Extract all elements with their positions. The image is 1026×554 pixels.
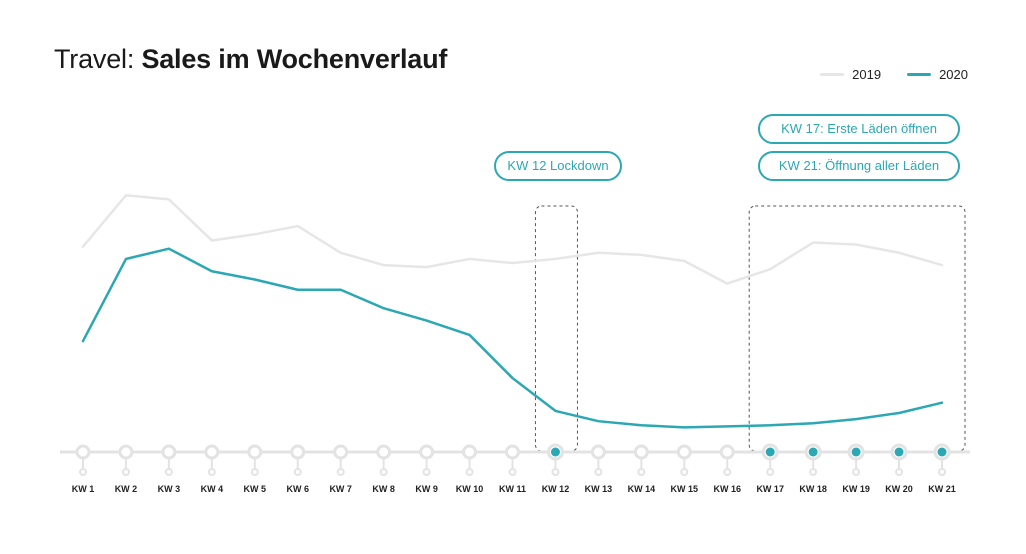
x-tick-label-9: KW 9	[415, 484, 438, 494]
legend-label-2020: 2020	[939, 67, 968, 82]
x-tick-label-6: KW 6	[287, 484, 310, 494]
tick-marker-3	[161, 444, 177, 460]
tick-dot-3	[164, 468, 173, 476]
tick-marker-4	[204, 444, 220, 460]
tick-marker-1	[75, 444, 91, 460]
series-line-2020	[81, 247, 944, 429]
x-tick-label-13: KW 13	[585, 484, 613, 494]
tick-dot-7	[336, 468, 345, 476]
tick-dot-1	[79, 468, 87, 476]
tick-marker-14	[633, 444, 649, 460]
legend-item-2019: 2019	[820, 67, 881, 82]
tick-marker-16	[719, 444, 735, 460]
tick-dot-12	[551, 468, 560, 476]
tick-marker-10	[462, 444, 478, 460]
tick-dot-21	[938, 468, 946, 476]
tick-marker-17	[765, 447, 775, 457]
tick-dot-18	[809, 468, 818, 476]
annotation-kw21-alle-laeden: KW 21: Öffnung aller Läden	[758, 151, 960, 181]
x-tick-label-5: KW 5	[244, 484, 267, 494]
tick-dot-15	[680, 468, 689, 476]
x-tick-label-10: KW 10	[456, 484, 484, 494]
tick-marker-19	[851, 447, 861, 457]
x-tick-label-20: KW 20	[885, 484, 913, 494]
tick-dot-4	[207, 468, 216, 476]
chart-title-prefix: Travel:	[54, 44, 135, 74]
legend-swatch-2020	[907, 73, 932, 76]
x-tick-label-14: KW 14	[628, 484, 656, 494]
tick-marker-18	[808, 447, 818, 457]
tick-dot-17	[766, 468, 775, 476]
legend-item-2020: 2020	[907, 67, 968, 82]
chart-title-main: Sales im Wochenverlauf	[141, 44, 448, 74]
tick-marker-9	[419, 444, 435, 460]
tick-dot-16	[723, 468, 732, 476]
x-tick-label-15: KW 15	[671, 484, 699, 494]
tick-dot-11	[508, 468, 517, 476]
tick-dot-8	[379, 468, 388, 476]
annotation-kw17-erste-laeden: KW 17: Erste Läden öffnen	[758, 114, 960, 144]
annotation-kw12-lockdown: KW 12 Lockdown	[494, 151, 622, 181]
x-tick-label-21: KW 21	[928, 484, 956, 494]
tick-marker-21	[937, 447, 947, 457]
tick-marker-2	[118, 444, 134, 460]
x-tick-label-1: KW 1	[72, 484, 95, 494]
tick-dot-6	[293, 468, 302, 476]
x-tick-label-19: KW 19	[842, 484, 870, 494]
legend-label-2019: 2019	[852, 67, 882, 82]
x-tick-label-2: KW 2	[115, 484, 138, 494]
series-line-2019	[81, 194, 944, 285]
chart-title: Travel: Sales im Wochenverlauf	[54, 44, 447, 75]
tick-marker-5	[247, 444, 263, 460]
highlight-box-kw17-kw21	[748, 205, 966, 452]
tick-marker-11	[505, 444, 520, 460]
x-tick-label-3: KW 3	[158, 484, 181, 494]
tick-marker-15	[676, 444, 692, 460]
tick-dot-14	[637, 468, 646, 476]
tick-marker-13	[590, 444, 606, 460]
tick-marker-8	[376, 444, 392, 460]
tick-dot-2	[121, 468, 130, 476]
legend: 2019 2020	[820, 67, 968, 82]
x-tick-label-12: KW 12	[542, 484, 570, 494]
tick-marker-12	[550, 447, 560, 457]
x-tick-label-7: KW 7	[329, 484, 352, 494]
tick-dot-13	[594, 468, 603, 476]
tick-dot-5	[250, 468, 259, 476]
x-tick-label-4: KW 4	[201, 484, 224, 494]
tick-marker-6	[290, 444, 306, 460]
x-tick-label-11: KW 11	[499, 484, 526, 494]
legend-swatch-2019	[820, 73, 845, 76]
x-tick-label-8: KW 8	[372, 484, 395, 494]
tick-dot-10	[465, 468, 474, 476]
tick-dot-19	[852, 468, 861, 476]
x-tick-label-18: KW 18	[799, 484, 827, 494]
x-tick-label-16: KW 16	[713, 484, 741, 494]
tick-marker-7	[333, 444, 349, 460]
tick-marker-20	[894, 447, 904, 457]
tick-dot-20	[895, 468, 904, 476]
x-tick-label-17: KW 17	[756, 484, 784, 494]
tick-dot-9	[422, 468, 431, 476]
